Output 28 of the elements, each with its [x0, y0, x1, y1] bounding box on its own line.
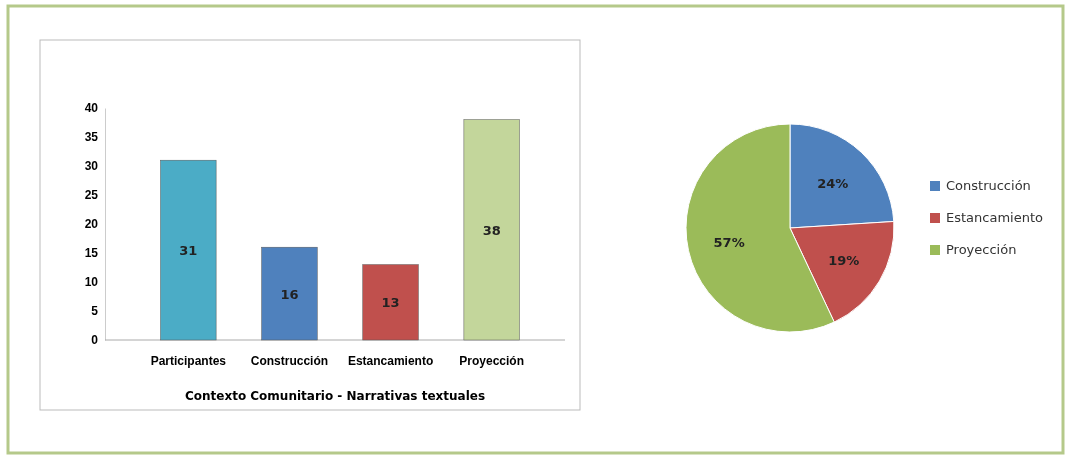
y-tick-label: 30: [84, 159, 99, 174]
data-label: 57%: [713, 234, 745, 250]
data-label: 19%: [828, 252, 860, 268]
y-tick-label: 5: [91, 304, 99, 319]
y-tick-label: 10: [84, 275, 99, 290]
data-label: 38: [482, 222, 501, 238]
x-axis-title: Contexto Comunitario - Narrativas textuales: [184, 389, 486, 403]
legend-label: Estancamiento: [946, 210, 1044, 225]
x-tick-label: Construcción: [250, 354, 329, 368]
data-label: 13: [381, 295, 400, 311]
bar: [463, 119, 520, 341]
y-tick-label: 0: [91, 333, 99, 348]
x-tick-label: Participantes: [150, 354, 227, 368]
x-tick-label: Estancamiento: [347, 354, 434, 368]
legend-label: Construcción: [946, 178, 1031, 193]
x-tick-label: Proyección: [459, 354, 525, 368]
bar: [362, 264, 419, 341]
y-tick-label: 20: [84, 217, 99, 232]
y-tick-label: 40: [84, 101, 99, 116]
y-tick-label: 15: [84, 246, 99, 261]
bar: [261, 246, 318, 341]
bar: [160, 159, 217, 341]
y-tick-label: 35: [84, 130, 99, 145]
data-label: 16: [280, 286, 299, 302]
y-tick-label: 25: [84, 188, 99, 203]
legend-label: Proyección: [946, 242, 1017, 257]
data-label: 24%: [817, 175, 849, 191]
data-label: 31: [179, 243, 198, 259]
